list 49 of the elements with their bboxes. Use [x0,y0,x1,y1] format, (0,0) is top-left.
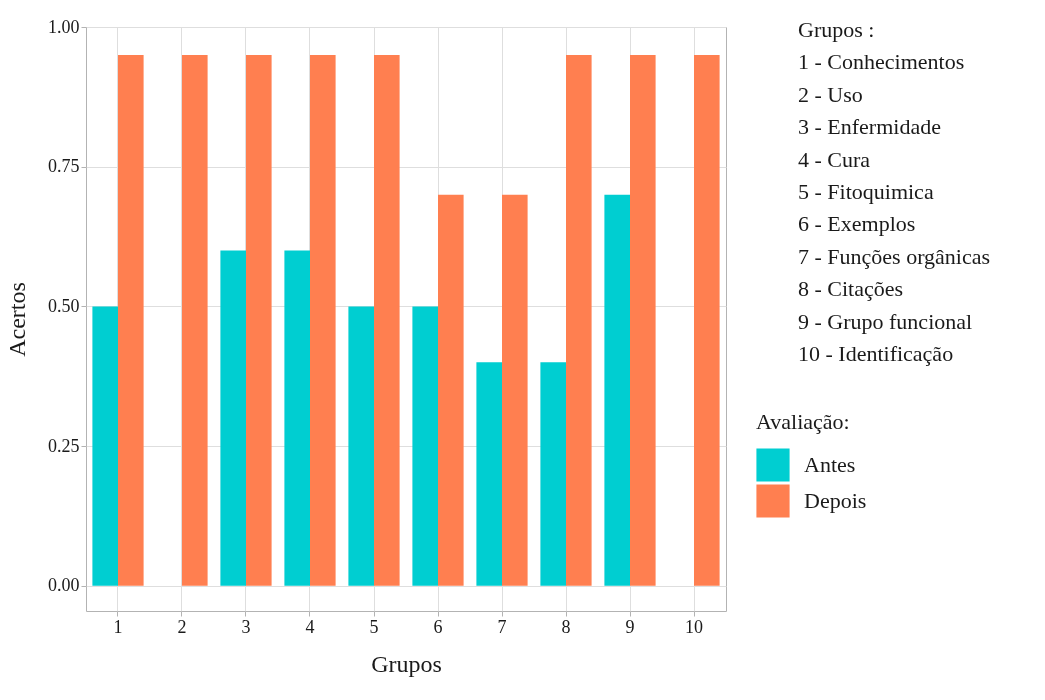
bar [412,306,438,586]
x-tick-label: 3 [241,616,251,637]
text: 6 - Exemplos [798,210,917,239]
bar [540,362,566,586]
bar [694,54,720,586]
bar [348,306,374,586]
bar [630,54,656,586]
legend-label: Antes [804,452,856,477]
bar [310,54,336,586]
bar [476,362,502,586]
bar [374,54,400,586]
x-tick-label: 1 [113,616,123,637]
text: Grupos : [798,16,876,44]
x-tick-label: 2 [177,616,187,637]
bar [118,54,144,586]
y-tick-label: 1.00 [48,16,80,37]
bar [92,306,118,586]
x-axis-title: Grupos [371,650,442,677]
legend-title: Avaliação: [756,409,850,434]
bar [182,54,208,586]
text: 10 - Identificação [798,340,955,369]
y-tick-label: 0.25 [48,435,80,456]
bar [566,54,592,586]
x-tick-label: 10 [685,616,703,637]
legend-label: Depois [804,488,867,513]
bar [220,250,246,586]
bar [604,194,630,586]
y-tick-label: 0.50 [48,295,80,316]
text: 4 - Cura [798,145,872,174]
bar [502,194,528,586]
x-tick-label: 7 [497,616,507,637]
bar [284,250,310,586]
y-tick-label: 0.75 [48,156,80,177]
text: 9 - Grupo funcional [798,307,974,336]
y-axis-title: Acertos [4,282,30,357]
text: 3 - Enfermidade [798,113,942,142]
x-tick-label: 9 [625,616,635,637]
bar [438,194,464,586]
text: 5 - Fitoquimica [798,178,935,207]
x-tick-label: 5 [369,616,379,637]
x-tick-label: 4 [305,616,315,637]
x-tick-label: 6 [433,616,443,637]
y-tick-label: 0.00 [48,575,80,596]
text: 8 - Citações [798,275,905,304]
bar [246,54,272,586]
x-tick-label: 8 [561,616,571,637]
text: 1 - Conhecimentos [798,48,966,77]
text: 7 - Funções orgânicas [798,242,991,271]
text: 2 - Uso [798,80,864,109]
